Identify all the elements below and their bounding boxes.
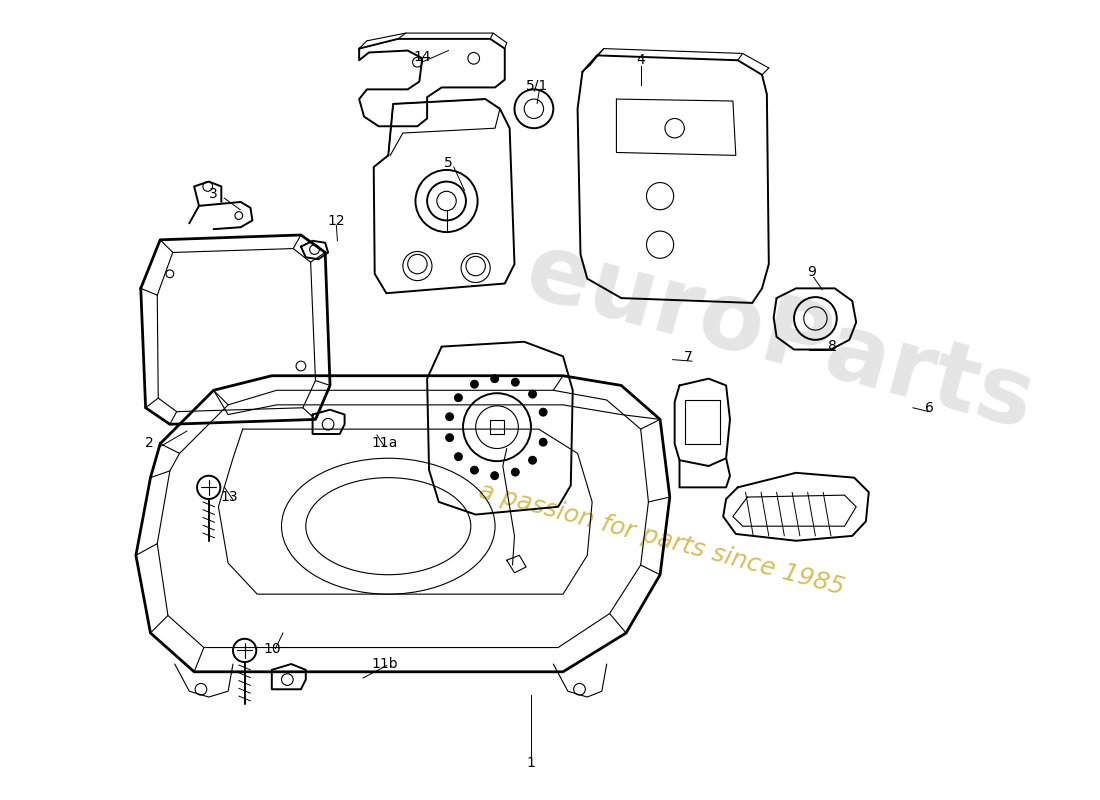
Text: 1: 1 (526, 757, 535, 770)
Circle shape (529, 456, 537, 464)
Circle shape (446, 434, 453, 442)
Text: 3: 3 (209, 187, 218, 202)
Circle shape (512, 378, 519, 386)
Circle shape (471, 466, 478, 474)
Text: 11a: 11a (371, 436, 397, 450)
Text: 10: 10 (264, 642, 282, 655)
Text: 2: 2 (145, 436, 154, 450)
Circle shape (512, 468, 519, 476)
Circle shape (454, 453, 462, 461)
Circle shape (446, 413, 453, 421)
Circle shape (491, 375, 498, 382)
Text: 9: 9 (807, 265, 816, 279)
Text: 5: 5 (444, 156, 453, 170)
Circle shape (539, 408, 547, 416)
Text: a passion for parts since 1985: a passion for parts since 1985 (476, 479, 848, 600)
Text: 7: 7 (684, 350, 693, 364)
Text: 6: 6 (924, 401, 934, 414)
Text: 4: 4 (636, 53, 645, 67)
Text: euroParts: euroParts (516, 226, 1043, 450)
Circle shape (454, 394, 462, 402)
Text: 13: 13 (221, 490, 239, 504)
Text: 8: 8 (828, 338, 837, 353)
Text: 12: 12 (328, 214, 345, 228)
Circle shape (471, 380, 478, 388)
Text: 14: 14 (412, 50, 430, 64)
Circle shape (539, 438, 547, 446)
Text: 5/1: 5/1 (526, 78, 548, 93)
Circle shape (491, 472, 498, 479)
Text: 11b: 11b (371, 657, 398, 671)
Circle shape (529, 390, 537, 398)
